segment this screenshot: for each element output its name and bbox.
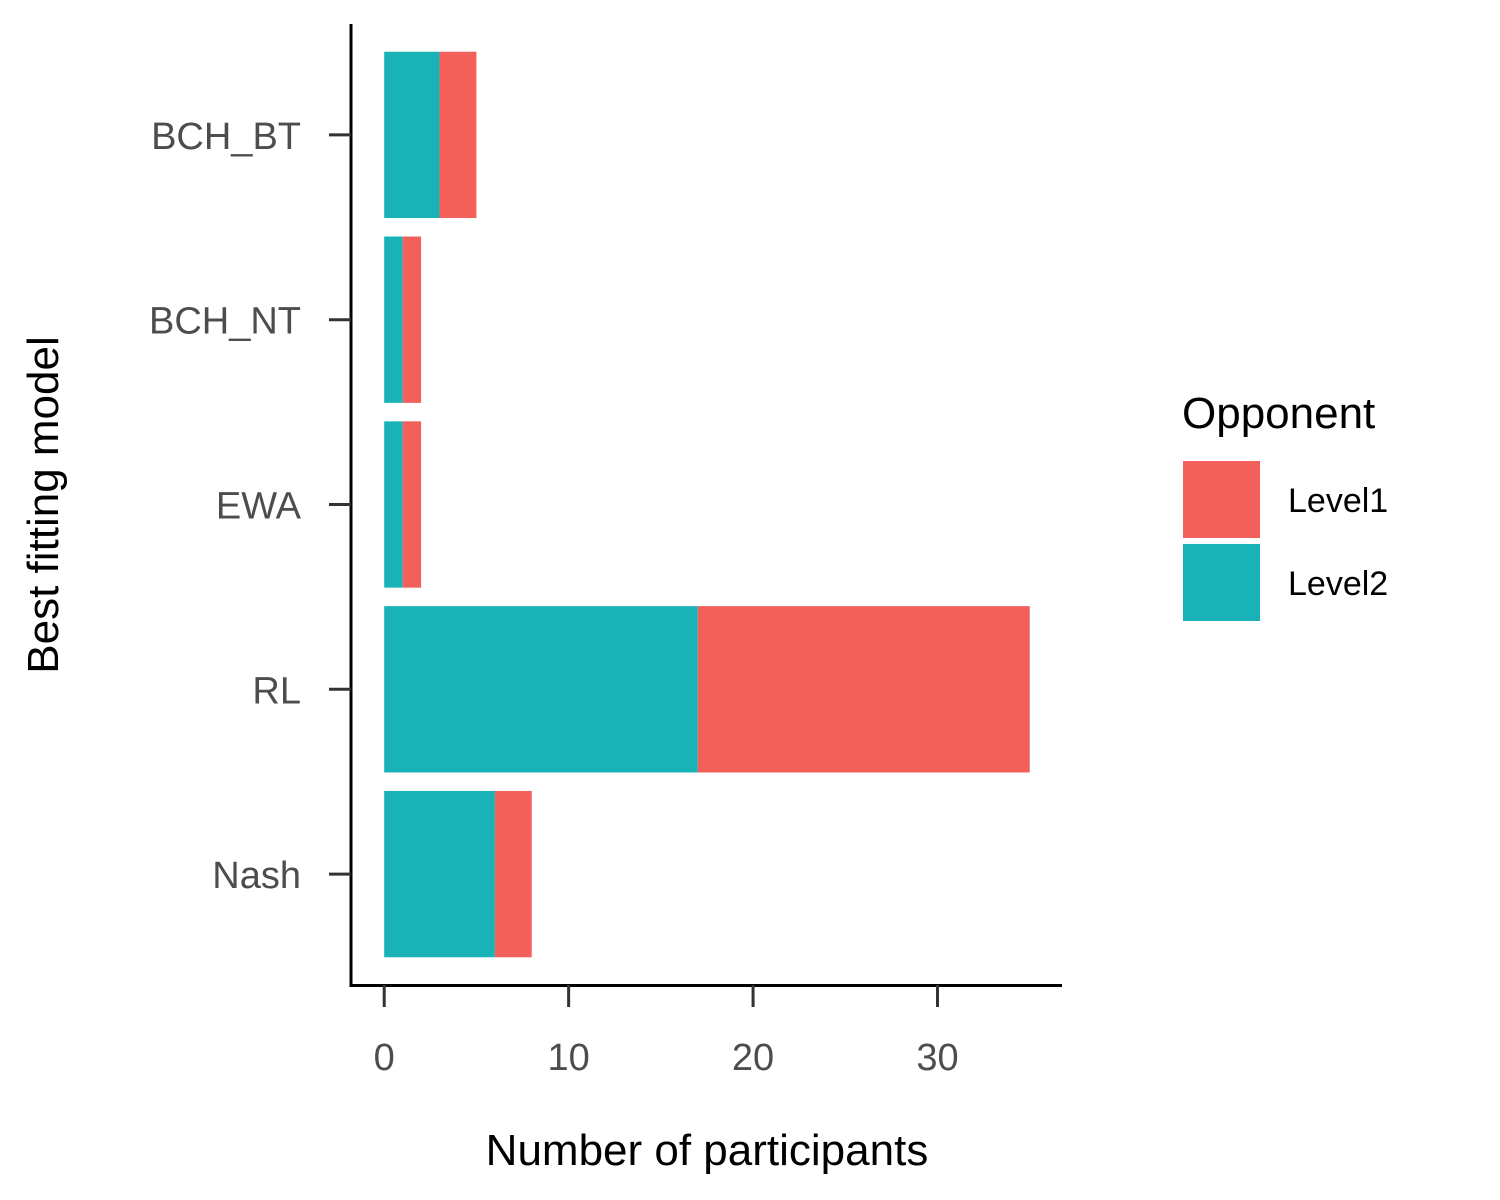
y-tick-label-bch-nt: BCH_NT — [149, 301, 301, 343]
bar-bch-bt-level2 — [384, 51, 440, 219]
legend-label-level1: Level1 — [1288, 482, 1388, 520]
x-ticks: 0 10 20 30 — [374, 985, 959, 1079]
y-tick-label-nash: Nash — [212, 855, 301, 897]
legend-title: Opponent — [1182, 389, 1375, 438]
bar-nash-level2 — [384, 790, 495, 958]
bars-layer — [384, 51, 1030, 958]
bar-rl-level2 — [384, 606, 698, 773]
bar-bch-nt-level1 — [402, 236, 422, 403]
bar-ewa-level1 — [402, 421, 422, 588]
bar-ewa-level2 — [384, 421, 403, 588]
x-tick-label-10: 10 — [547, 1037, 589, 1079]
y-tick-label-ewa: EWA — [216, 486, 302, 528]
bar-bch-bt-level1 — [439, 51, 477, 219]
bar-rl-level1 — [697, 606, 1030, 773]
y-tick-label-bch-bt: BCH_BT — [151, 116, 301, 158]
y-tick-label-rl: RL — [252, 670, 301, 712]
y-axis-title: Best fitting model — [19, 336, 68, 674]
x-tick-label-0: 0 — [374, 1037, 395, 1079]
y-ticks: BCH_BT BCH_NT EWA RL Nash — [149, 116, 351, 897]
x-tick-label-30: 30 — [916, 1037, 958, 1079]
x-axis-title: Number of participants — [486, 1126, 929, 1175]
x-tick-label-20: 20 — [732, 1037, 774, 1079]
bar-nash-level1 — [494, 790, 532, 958]
legend-label-level2: Level2 — [1288, 565, 1388, 603]
legend-swatch-level1 — [1183, 461, 1260, 538]
bar-bch-nt-level2 — [384, 236, 403, 403]
legend: Opponent Level1 Level2 — [1182, 389, 1388, 621]
legend-swatch-level2 — [1183, 544, 1260, 621]
